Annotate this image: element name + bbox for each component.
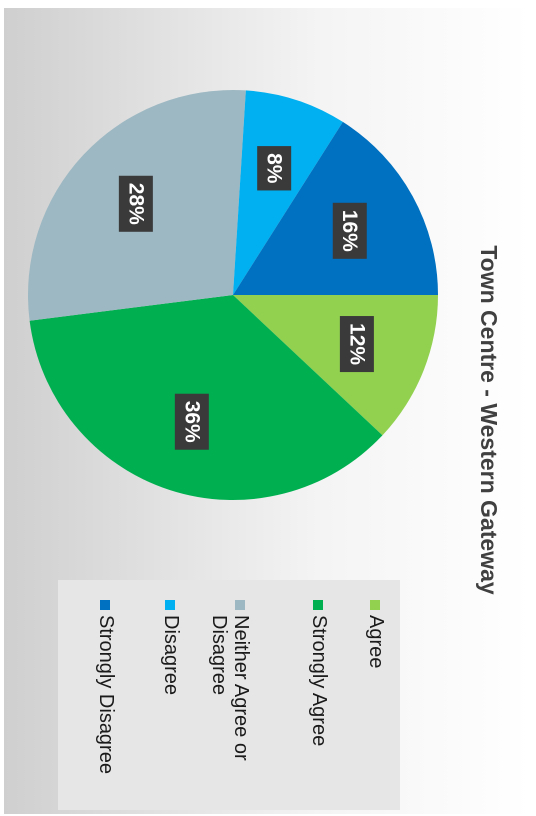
- data-label-box: [257, 146, 292, 191]
- pie-slice: [233, 295, 438, 436]
- pie-slice: [233, 90, 343, 295]
- legend-label: Disagree: [160, 615, 182, 696]
- data-label: 12%: [345, 323, 368, 365]
- data-label: 8%: [263, 153, 286, 184]
- data-label-box: [332, 202, 367, 259]
- data-label: 16%: [338, 210, 361, 252]
- chart-title: Town Centre - Western Gateway: [476, 245, 502, 595]
- data-label: 28%: [124, 183, 147, 225]
- legend-marker: [165, 600, 175, 610]
- legend-marker: [370, 600, 380, 610]
- data-label-box: [339, 316, 374, 373]
- legend-marker: [235, 600, 245, 610]
- legend-label: Agree: [365, 615, 387, 669]
- legend-item: Agree: [365, 615, 387, 669]
- data-label: 36%: [180, 401, 203, 443]
- legend-label: Strongly Agree: [308, 615, 330, 747]
- legend-item: Neither Agree or Disagree: [208, 615, 252, 761]
- legend-item: Strongly Agree: [308, 615, 330, 747]
- rotated-chart: Town Centre - Western Gateway 12% 36% 28% 8…: [28, 90, 502, 810]
- legend-marker: [313, 600, 323, 610]
- data-label-box: [174, 393, 209, 450]
- legend-label: Neither Agree or Disagree: [208, 615, 252, 761]
- legend-item: Strongly Disagree: [95, 615, 117, 774]
- data-label-box: [118, 175, 153, 232]
- legend-marker: [100, 600, 110, 610]
- legend-box: [58, 580, 400, 810]
- legend-item: Disagree: [160, 615, 182, 696]
- legend-label: Strongly Disagree: [95, 615, 117, 774]
